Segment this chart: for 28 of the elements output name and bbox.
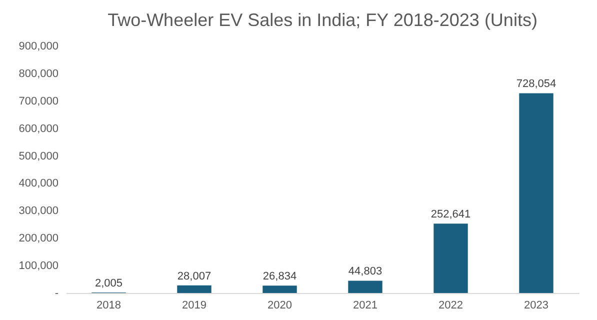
y-tick-label: 600,000 (18, 122, 58, 135)
y-tick-label: 900,000 (18, 40, 58, 52)
y-tick-label: - (54, 288, 59, 300)
y-tick-label: 800,000 (18, 68, 58, 80)
data-label: 44,803 (348, 266, 382, 278)
data-label: 28,007 (177, 270, 212, 282)
x-tick-label: 2018 (96, 300, 121, 312)
x-tick-label: 2021 (353, 300, 378, 312)
data-label: 728,054 (516, 78, 556, 90)
y-tick-label: 100,000 (18, 260, 58, 272)
data-label: 26,834 (262, 270, 297, 283)
y-tick-label: 400,000 (18, 178, 58, 190)
chart-title: Two-Wheeler EV Sales in India; FY 2018-2023 (Units) (108, 10, 538, 30)
x-tick-label: 2022 (438, 300, 463, 312)
x-tick-label: 2019 (182, 300, 206, 312)
bar (177, 285, 212, 293)
x-tick-label: 2023 (524, 300, 548, 312)
bar (434, 224, 468, 293)
bar (519, 93, 554, 293)
data-label: 252,641 (430, 208, 471, 221)
data-label: 2,005 (94, 277, 123, 290)
y-tick-label: 700,000 (18, 95, 58, 108)
x-tick-label: 2020 (268, 300, 292, 312)
y-tick-label: 300,000 (18, 205, 58, 218)
y-tick-label: 200,000 (18, 232, 58, 245)
bar (262, 286, 297, 293)
y-tick-label: 500,000 (18, 150, 58, 162)
bar (348, 280, 382, 293)
